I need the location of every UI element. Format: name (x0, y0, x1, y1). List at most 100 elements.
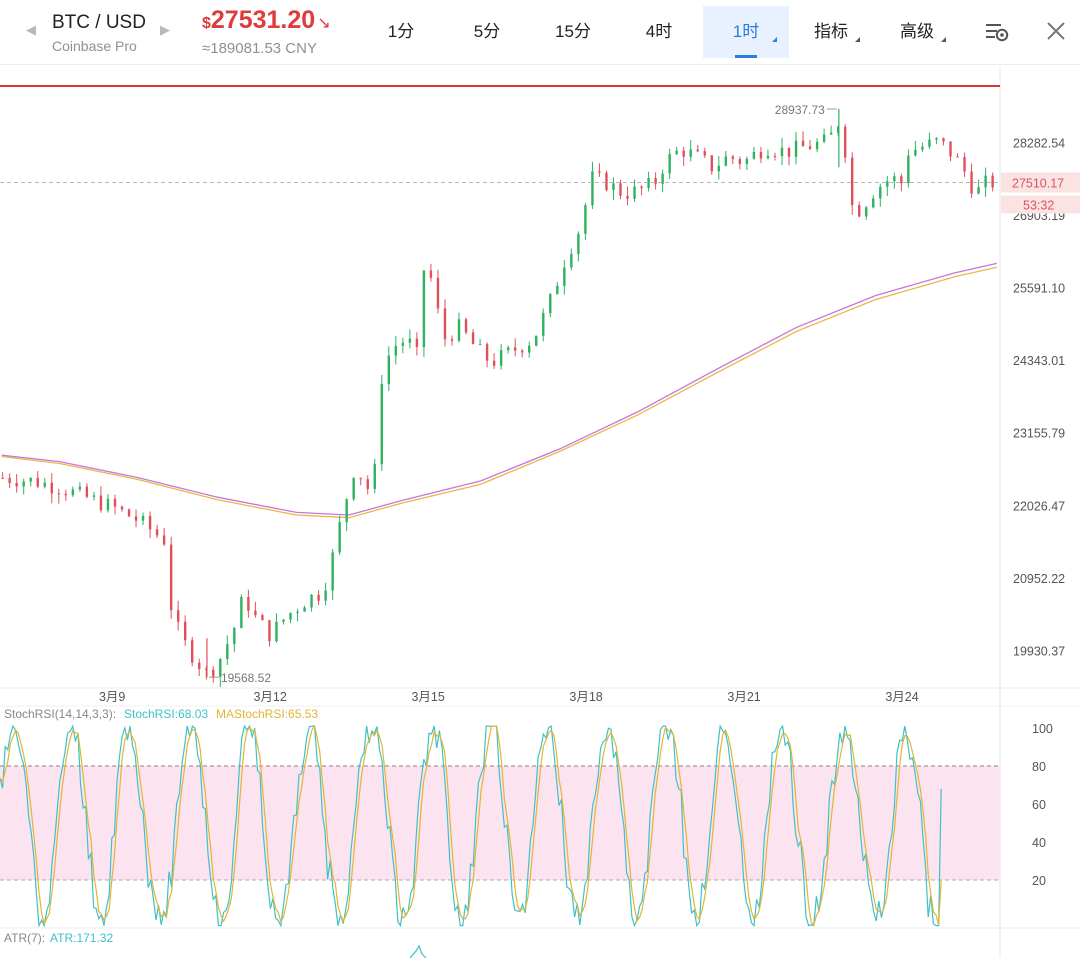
candle-body (345, 499, 348, 523)
candle-body (626, 195, 629, 199)
candle-body (612, 183, 615, 191)
high-price-label: 28937.73 (775, 103, 825, 117)
candle-body (64, 493, 68, 496)
y-axis-tick-label: 26903.19 (1013, 209, 1065, 223)
candle-body (471, 332, 475, 345)
candle-body (324, 590, 327, 601)
candle-body (745, 158, 749, 165)
candle-body (57, 493, 61, 495)
candle-body (773, 155, 777, 157)
tab-15min[interactable]: 15分 (544, 6, 602, 58)
candle-body (689, 149, 692, 157)
stochrsi-tick-label: 40 (1032, 836, 1046, 850)
candle-body (682, 150, 685, 157)
candle-body (970, 171, 973, 194)
y-axis-tick-label: 24343.01 (1013, 354, 1065, 368)
candle-body (78, 486, 82, 490)
tab-label: 指标 (814, 22, 848, 41)
candle-body (254, 610, 257, 616)
candle-body (226, 644, 229, 659)
candle-body (296, 611, 299, 614)
candle-body (457, 319, 461, 341)
tab-label: 15分 (555, 22, 591, 41)
mastochrsi-value-label: MAStochRSI:65.53 (216, 707, 318, 721)
candle-body (22, 481, 25, 487)
candle-body (535, 335, 538, 346)
stochrsi-band (0, 766, 1000, 880)
candle-body (373, 464, 376, 489)
chart-settings-icon[interactable] (983, 18, 1011, 46)
candle-body (303, 607, 306, 612)
countdown-badge (1001, 195, 1080, 214)
candle-body (176, 610, 180, 622)
candle-body (619, 183, 622, 196)
candle-body (801, 140, 805, 147)
candle-body (710, 155, 713, 172)
price-block: $27531.20 ↘ ≈189081.53 CNY (202, 6, 372, 60)
dropdown-corner-icon (772, 37, 777, 42)
stochrsi-panel: StochRSI(14,14,3,3): StochRSI:68.03 MASt… (0, 707, 1053, 928)
candle-body (464, 319, 468, 333)
x-axis-tick-label: 3月15 (411, 690, 444, 704)
candle-body (717, 165, 720, 172)
tab-5min[interactable]: 5分 (458, 6, 516, 58)
close-icon[interactable] (1043, 18, 1071, 46)
moving-average-line (1, 262, 997, 516)
x-axis-tick-label: 3月24 (885, 690, 918, 704)
candle-body (647, 178, 650, 189)
atr-title: ATR(7): (4, 931, 45, 945)
candle-body (738, 159, 742, 165)
candle-body (50, 482, 53, 494)
candle-body (577, 233, 580, 254)
tab-label: 4时 (645, 22, 673, 41)
candle-body (942, 138, 945, 142)
y-axis-tick-label: 25591.10 (1013, 282, 1065, 296)
candle-body (268, 620, 271, 642)
candle-body (724, 156, 728, 166)
tab-label: 高级 (900, 22, 934, 41)
candle-body (858, 205, 861, 217)
candle-body (233, 628, 236, 645)
tab-1hour[interactable]: 1时 (703, 6, 789, 58)
chevron-left-icon[interactable]: ◀ (26, 22, 36, 37)
candle-body (836, 126, 840, 133)
candle-body (570, 253, 573, 268)
candle-body (542, 313, 545, 336)
candle-body (275, 621, 278, 642)
candle-body (317, 594, 320, 601)
candle-body (148, 515, 152, 530)
candle-body (675, 150, 678, 155)
tab-1min[interactable]: 1分 (372, 6, 430, 58)
stochrsi-line (0, 724, 942, 928)
tab-4hour[interactable]: 4时 (630, 6, 688, 58)
candle-body (198, 662, 201, 670)
stochrsi-tick-label: 20 (1032, 874, 1046, 888)
candle-body (338, 522, 341, 553)
candle-body (261, 615, 264, 621)
tab-advanced[interactable]: 高级 (884, 6, 950, 58)
candle-body (703, 151, 706, 156)
candle-body (492, 360, 496, 366)
candle-body (513, 347, 517, 351)
candle-body (429, 270, 433, 278)
tab-label: 1时 (732, 22, 760, 41)
low-price-label: 19568.52 (221, 671, 271, 685)
candle-body (886, 181, 889, 187)
candle-body (205, 669, 208, 671)
candle-body (415, 338, 419, 348)
top-toolbar: ◀ BTC / USD Coinbase Pro ▶ $27531.20 ↘ ≈1… (0, 0, 1080, 64)
candle-body (450, 339, 454, 341)
y-axis-tick-label: 23155.79 (1013, 427, 1065, 441)
countdown-timer: 53:32 (1023, 198, 1054, 212)
candle-body (478, 344, 482, 346)
candle-body (640, 186, 643, 189)
exchange-name: Coinbase Pro (52, 38, 137, 54)
candle-body (591, 171, 594, 206)
candle-body (219, 658, 222, 677)
tab-indicators[interactable]: 指标 (798, 6, 864, 58)
chevron-right-icon[interactable]: ▶ (160, 22, 170, 37)
dropdown-corner-icon (855, 37, 860, 42)
candle-body (865, 207, 868, 217)
x-axis-tick-label: 3月21 (727, 690, 760, 704)
stochrsi-title: StochRSI(14,14,3,3): (4, 707, 116, 721)
